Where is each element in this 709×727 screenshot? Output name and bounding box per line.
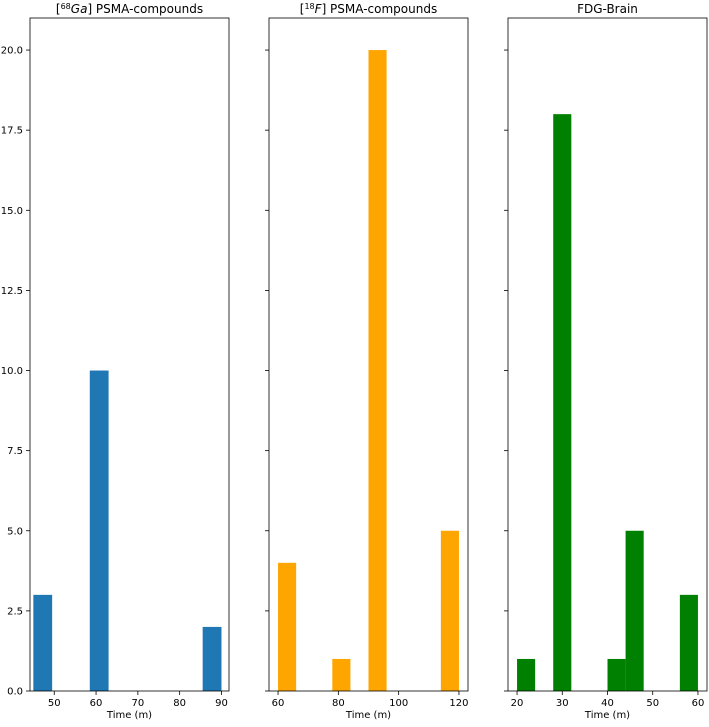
panel-2: 60 80 100 120 Time (m) [18F] PSMA-compounds [265, 2, 469, 721]
x-tick-label: 40 [601, 698, 614, 709]
y-tick-label: 2.5 [7, 606, 23, 617]
x-tick-label: 70 [131, 698, 144, 709]
bar-3-10 [679, 594, 698, 691]
bar-2-1 [278, 562, 297, 691]
bar-1-10 [202, 626, 222, 691]
x-tick-label: 20 [511, 698, 524, 709]
y-tick-label: 20.0 [1, 46, 23, 57]
y-tick-label: 12.5 [1, 286, 23, 297]
bar-3-1 [517, 658, 536, 691]
panel-title: [18F] PSMA-compounds [300, 2, 437, 16]
bar-3-7 [625, 530, 644, 691]
x-tick-label: 60 [90, 698, 103, 709]
bar-2-4 [332, 658, 351, 691]
x-tick-label: 50 [48, 698, 61, 709]
x-tick-label: 60 [272, 698, 285, 709]
y-tick-label: 15.0 [1, 206, 23, 217]
y-tick-label: 5.0 [7, 526, 23, 537]
x-axis-label: Time (m) [106, 710, 152, 721]
y-tick-label: 10.0 [1, 366, 23, 377]
bar-2-10 [440, 530, 459, 691]
x-axis-label: Time (m) [345, 710, 391, 721]
bar-3-3 [553, 114, 572, 691]
panel-title: FDG-Brain [577, 2, 638, 16]
bar-2-6 [368, 50, 387, 692]
bar-3-6 [607, 658, 626, 691]
axes-frame [268, 17, 469, 692]
x-axis-label: Time (m) [584, 710, 630, 721]
x-tick-label: 50 [646, 698, 659, 709]
x-tick-label: 100 [389, 698, 408, 709]
bar-1-4 [89, 370, 109, 691]
panel-title: [68Ga] PSMA-compounds [56, 2, 203, 16]
x-tick-label: 80 [332, 698, 345, 709]
x-tick-label: 90 [215, 698, 228, 709]
x-tick-label: 30 [556, 698, 569, 709]
y-tick-label: 17.5 [1, 126, 23, 137]
axes-frame [29, 17, 230, 692]
x-tick-label: 80 [173, 698, 186, 709]
x-tick-label: 120 [449, 698, 468, 709]
y-tick-label: 7.5 [7, 446, 23, 457]
y-tick-label: 0.0 [7, 687, 23, 698]
axes-frame [507, 17, 708, 692]
bar-1-1 [33, 594, 53, 691]
panel-3: 20 30 40 50 60 Time (m) FDG-Brain [504, 2, 708, 721]
panel-1: 0.0 2.5 5.0 7.5 10.0 12.5 15.0 17.5 20.0 50 60 70 80… [1, 2, 230, 721]
x-tick-label: 60 [692, 698, 705, 709]
